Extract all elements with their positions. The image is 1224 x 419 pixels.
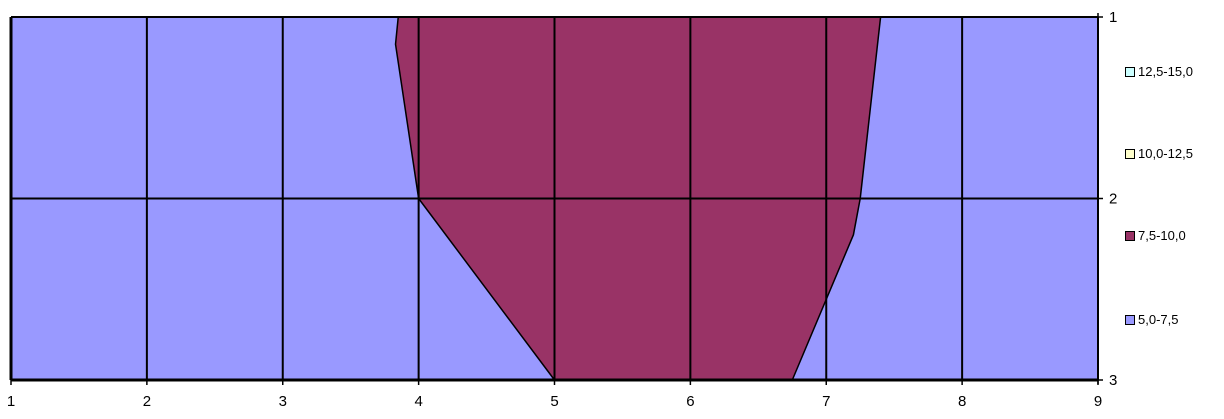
legend-label: 12,5-15,0 (1138, 64, 1193, 79)
legend-swatch (1125, 66, 1135, 77)
legend-item: 5,0-7,5 (1125, 312, 1178, 327)
legend-label: 5,0-7,5 (1138, 312, 1179, 327)
legend-swatch (1125, 314, 1135, 325)
legend-item: 7,5-10,0 (1125, 228, 1186, 243)
x-tick-label: 3 (279, 393, 287, 410)
x-tick-label: 5 (550, 393, 558, 410)
x-tick-label: 6 (686, 393, 694, 410)
x-tick-label: 4 (414, 393, 422, 410)
y-tick-label: 1 (1109, 9, 1117, 26)
legend-item: 10,0-12,5 (1125, 146, 1193, 161)
y-tick-label: 2 (1109, 191, 1117, 208)
legend-swatch (1125, 148, 1135, 159)
x-tick-label: 8 (958, 393, 966, 410)
x-tick-label: 2 (143, 393, 151, 410)
legend: 12,5-15,0 10,0-12,5 7,5-10,0 5,0-7,5 (1125, 0, 1224, 414)
legend-swatch (1125, 230, 1135, 241)
y-tick-label: 3 (1109, 372, 1117, 389)
legend-item: 12,5-15,0 (1125, 64, 1193, 79)
legend-label: 7,5-10,0 (1138, 228, 1186, 243)
x-tick-label: 9 (1094, 393, 1102, 410)
legend-label: 10,0-12,5 (1138, 146, 1193, 161)
x-tick-label: 7 (822, 393, 830, 410)
x-tick-label: 1 (7, 393, 15, 410)
